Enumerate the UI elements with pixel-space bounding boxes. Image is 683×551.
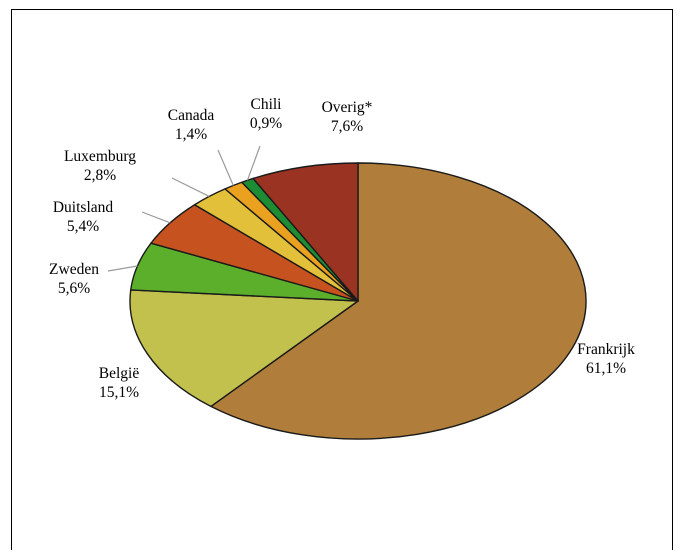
pie-chart: Frankrijk 61,1% België 15,1% Zweden 5,6% Duits… [49,96,635,440]
slice-value-overig: 7,6% [331,118,363,135]
slice-value-chili: 0,9% [250,115,282,132]
slice-value-duitsland: 5,4% [67,218,99,235]
slice-label-luxemburg: Luxemburg [64,148,136,165]
slice-value-belgie: 15,1% [99,384,139,401]
leader-line-canada [217,149,234,186]
slice-label-zweden: Zweden [49,261,99,278]
slice-label-overig: Overig* [322,99,373,116]
slice-value-luxemburg: 2,8% [84,167,116,184]
leader-line-duitsland [141,211,171,224]
pie-slice-belgie [129,289,359,408]
chart-frame: Frankrijk 61,1% België 15,1% Zweden 5,6% Duits… [11,9,673,550]
slice-label-chili: Chili [250,96,282,113]
pie-slices [129,162,587,440]
slice-value-frankrijk: 61,1% [586,360,626,377]
pie-slice-overig [252,162,359,302]
slice-value-zweden: 5,6% [58,280,90,297]
slice-label-frankrijk: Frankrijk [577,341,635,358]
slice-label-duitsland: Duitsland [53,199,114,216]
leader-line-luxemburg [171,177,210,197]
slice-label-belgie: België [99,365,140,382]
slice-value-canada: 1,4% [175,126,207,143]
pie-slice-frankrijk [210,162,587,440]
slice-label-canada: Canada [168,107,215,124]
slice-labels: Frankrijk 61,1% België 15,1% Zweden 5,6% Duits… [49,96,635,401]
leader-lines [107,145,261,272]
leader-line-chili [246,145,261,181]
leader-line-zweden [107,265,138,272]
